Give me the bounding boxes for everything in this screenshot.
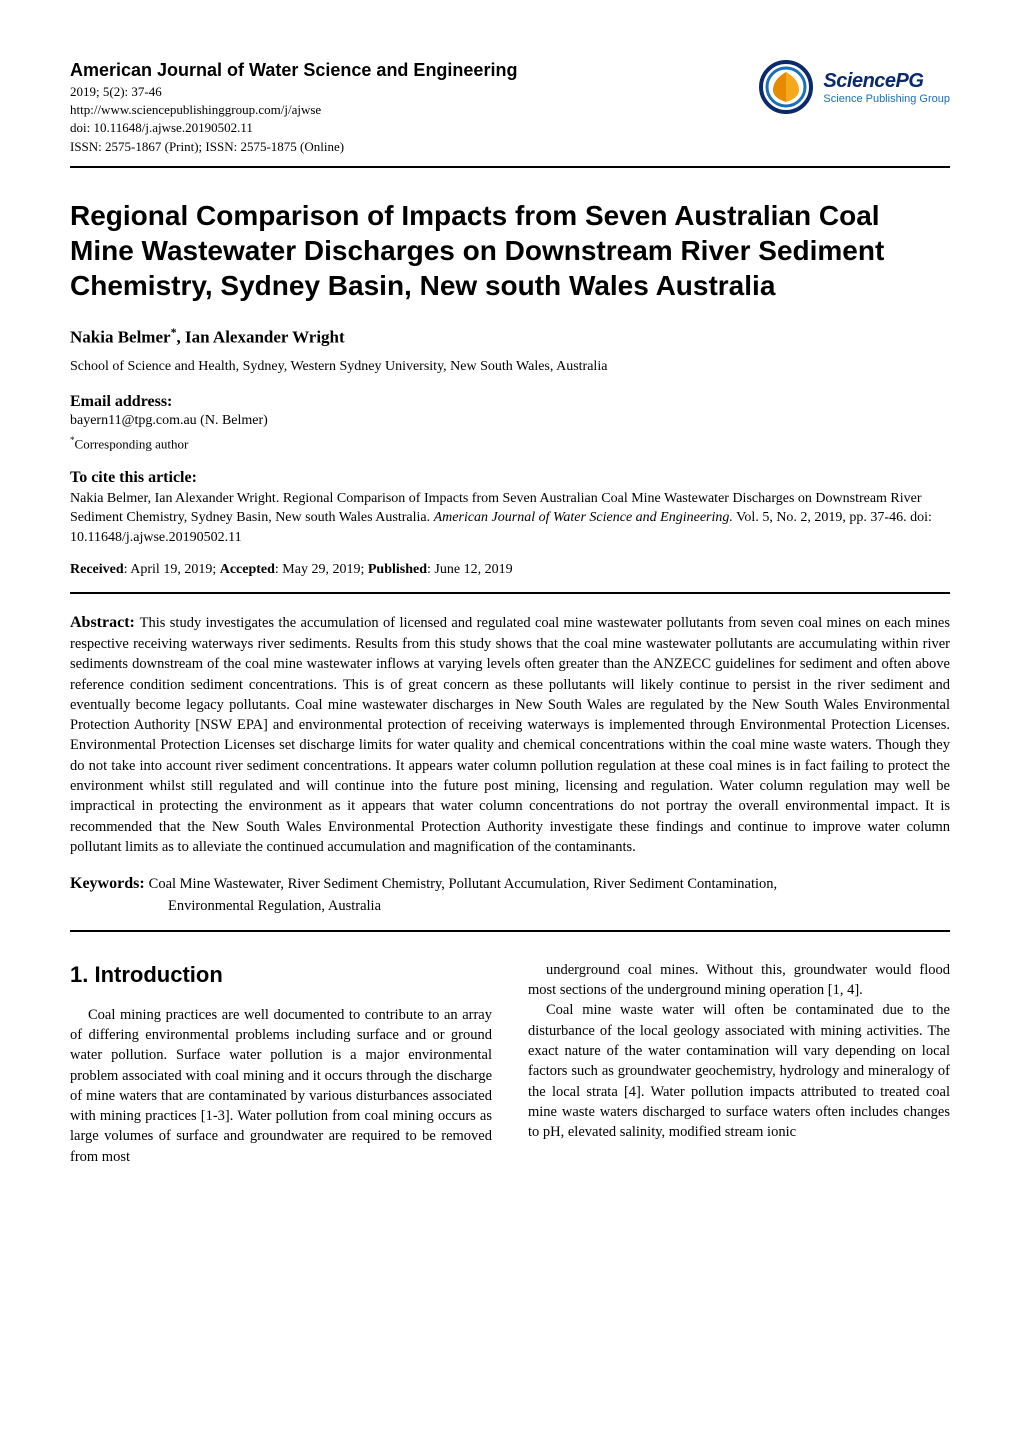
- cite-text: Nakia Belmer, Ian Alexander Wright. Regi…: [70, 489, 950, 548]
- email-label: Email address:: [70, 393, 950, 411]
- column-left: 1. Introduction Coal mining practices ar…: [70, 960, 492, 1167]
- published-label: Published: [368, 562, 427, 577]
- published-date: : June 12, 2019: [427, 562, 513, 577]
- keywords-label: Keywords:: [70, 875, 149, 892]
- corresponding-note: *Corresponding author: [70, 435, 950, 452]
- journal-url: http://www.sciencepublishinggroup.com/j/…: [70, 101, 759, 119]
- journal-issue: 2019; 5(2): 37-46: [70, 83, 759, 101]
- column-right: underground coal mines. Without this, gr…: [528, 960, 950, 1167]
- top-rule: [70, 166, 950, 168]
- keywords-line2: Environmental Regulation, Australia: [70, 896, 950, 916]
- logo-icon: [759, 60, 813, 114]
- body-columns: 1. Introduction Coal mining practices ar…: [70, 960, 950, 1167]
- cite-label: To cite this article:: [70, 469, 950, 487]
- affiliation: School of Science and Health, Sydney, We…: [70, 359, 950, 375]
- intro-col2-p2: Coal mine waste water will often be cont…: [528, 1000, 950, 1142]
- journal-title: American Journal of Water Science and En…: [70, 60, 759, 81]
- logo-sub-text: Science Publishing Group: [823, 93, 950, 105]
- accepted-label: Accepted: [220, 562, 275, 577]
- keywords-line1: Coal Mine Wastewater, River Sediment Che…: [149, 876, 778, 892]
- abstract: Abstract: This study investigates the ac…: [70, 612, 950, 858]
- received-label: Received: [70, 562, 124, 577]
- mid-rule-2: [70, 930, 950, 932]
- logo-main-text: SciencePG: [823, 70, 950, 93]
- abstract-label: Abstract:: [70, 614, 140, 631]
- cite-journal: American Journal of Water Science and En…: [434, 510, 733, 525]
- journal-doi: doi: 10.11648/j.ajwse.20190502.11: [70, 119, 759, 137]
- intro-col1-p1: Coal mining practices are well documente…: [70, 1005, 492, 1167]
- received-date: : April 19, 2019;: [124, 562, 220, 577]
- dates: Received: April 19, 2019; Accepted: May …: [70, 562, 950, 578]
- mid-rule-1: [70, 592, 950, 594]
- authors: Nakia Belmer*, Ian Alexander Wright: [70, 325, 950, 348]
- article-title: Regional Comparison of Impacts from Seve…: [70, 198, 950, 303]
- intro-heading: 1. Introduction: [70, 960, 492, 991]
- logo-text-block: SciencePG Science Publishing Group: [823, 70, 950, 105]
- intro-col2-p1: underground coal mines. Without this, gr…: [528, 960, 950, 1001]
- header: American Journal of Water Science and En…: [70, 60, 950, 156]
- publisher-logo: SciencePG Science Publishing Group: [759, 60, 950, 114]
- email-value: bayern11@tpg.com.au (N. Belmer): [70, 413, 950, 429]
- keywords: Keywords: Coal Mine Wastewater, River Se…: [70, 873, 950, 916]
- abstract-text: This study investigates the accumulation…: [70, 615, 950, 855]
- accepted-date: : May 29, 2019;: [275, 562, 368, 577]
- journal-meta-block: American Journal of Water Science and En…: [70, 60, 759, 156]
- journal-issn: ISSN: 2575-1867 (Print); ISSN: 2575-1875…: [70, 138, 759, 156]
